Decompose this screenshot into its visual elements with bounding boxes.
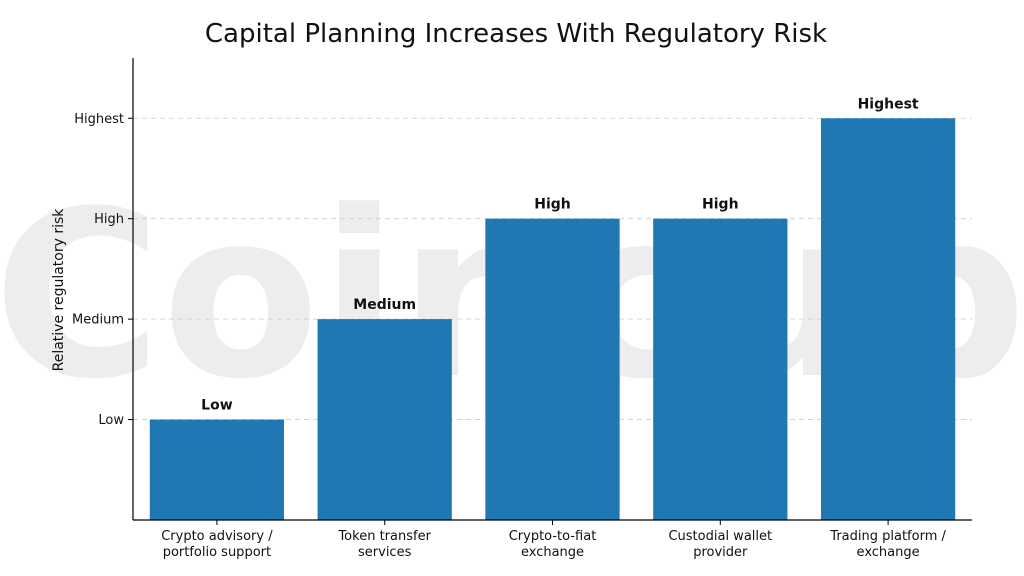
bars: [149, 118, 956, 521]
bar-data-label: Low: [201, 398, 233, 414]
x-tick-label: Custodial wallet: [668, 529, 772, 544]
x-tick-label: Crypto advisory /: [161, 529, 273, 544]
x-tick-label: Trading platform /: [829, 529, 946, 544]
bar: [820, 118, 956, 521]
y-tick-label: Low: [98, 413, 124, 428]
y-axis-label: Relative regulatory risk: [51, 208, 67, 372]
bar: [653, 218, 788, 520]
x-tick-label: services: [358, 545, 412, 560]
chart-title: Capital Planning Increases With Regulato…: [205, 19, 827, 49]
bar-data-label: Medium: [353, 297, 416, 313]
x-ticks: Crypto advisory /portfolio support Token …: [161, 520, 947, 560]
y-tick-label: High: [94, 212, 124, 227]
y-tick-label: Highest: [74, 112, 124, 127]
x-tick-label: Token transfer: [337, 529, 431, 544]
y-tick-label: Medium: [72, 313, 124, 328]
x-tick-label: portfolio support: [163, 545, 271, 560]
x-tick-label: exchange: [857, 545, 920, 560]
bar: [149, 419, 285, 520]
bar-data-label: High: [702, 197, 739, 213]
data-labels: Low Medium High High Highest: [201, 96, 919, 413]
bar: [485, 218, 620, 520]
y-ticks: Low Medium High Highest: [72, 112, 133, 428]
x-tick-label: exchange: [521, 545, 584, 560]
x-tick-label: provider: [693, 545, 748, 560]
bar: [317, 319, 452, 520]
bar-data-label: Highest: [858, 96, 919, 112]
x-tick-label: Crypto-to-fiat: [509, 529, 597, 544]
bar-data-label: High: [534, 197, 571, 213]
